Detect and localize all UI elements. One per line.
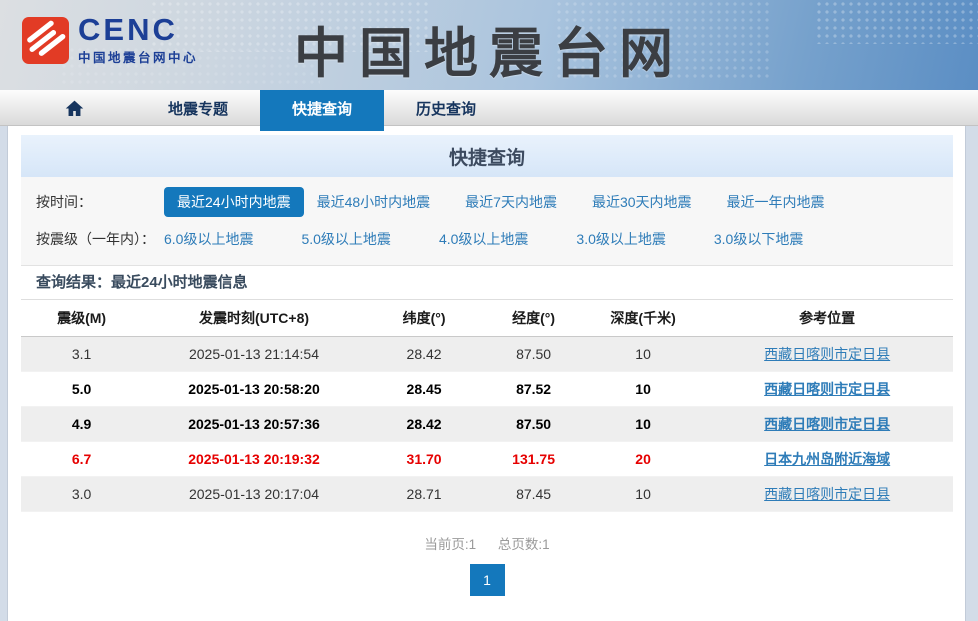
location-link[interactable]: 西藏日喀则市定日县: [764, 345, 891, 362]
cell-location: 西藏日喀则市定日县: [701, 371, 953, 407]
logo-acronym: CENC: [78, 12, 178, 47]
cell-magnitude: 5.0: [21, 371, 143, 407]
magnitude-filter-row: 按震级（一年内）： 6.0级以上地震 5.0级以上地震 4.0级以上地震 3.0…: [36, 220, 953, 257]
cell-depth: 10: [584, 371, 702, 407]
time-filter-label: 按时间：: [36, 193, 92, 210]
cenc-logo[interactable]: CENC 中国地震台网中心: [22, 12, 199, 66]
logo-org-name: 中国地震台网中心: [78, 51, 199, 65]
cell-depth: 10: [584, 406, 702, 442]
cell-location: 西藏日喀则市定日县: [701, 406, 953, 442]
column-header: 经度(°): [482, 300, 585, 337]
cell-longitude: 87.50: [482, 406, 585, 442]
cell-depth: 20: [584, 441, 702, 477]
magnitude-option[interactable]: 3.0级以下地震: [713, 230, 804, 247]
location-link[interactable]: 西藏日喀则市定日县: [764, 485, 891, 502]
total-pages-label: 总页数:1: [497, 536, 550, 552]
column-header: 纬度(°): [365, 300, 483, 337]
cell-time: 2025-01-13 20:19:32: [142, 441, 366, 477]
content-card: 快捷查询 按时间： 最近24小时内地震 最近48小时内地震 最近7天内地震 最近…: [7, 126, 966, 621]
nav-item[interactable]: 快捷查询: [260, 90, 384, 131]
table-row: 5.0 2025-01-13 20:58:20 28.45 87.52 10 西…: [21, 371, 953, 407]
cell-magnitude: 3.1: [21, 336, 143, 372]
cell-magnitude: 6.7: [21, 441, 143, 477]
magnitude-option[interactable]: 5.0级以上地震: [301, 230, 391, 247]
table-row: 6.7 2025-01-13 20:19:32 31.70 131.75 20 …: [21, 441, 953, 477]
location-link[interactable]: 西藏日喀则市定日县: [764, 415, 891, 432]
time-option[interactable]: 最近24小时内地震: [164, 186, 304, 217]
cell-longitude: 131.75: [482, 441, 585, 477]
column-header: 深度(千米): [584, 300, 702, 337]
cell-latitude: 28.45: [365, 371, 483, 407]
location-link[interactable]: 日本九州岛附近海域: [764, 450, 891, 467]
site-header: CENC 中国地震台网中心 中国地震台网: [0, 0, 978, 90]
page-title: 快捷查询: [21, 135, 953, 177]
table-header-row: 震级(M) 发震时刻(UTC+8) 纬度(°) 经度(°) 深度(千米) 参考位…: [21, 300, 953, 337]
cell-latitude: 28.71: [365, 476, 483, 512]
cell-magnitude: 3.0: [21, 476, 143, 512]
column-header: 震级(M): [21, 300, 143, 337]
filter-panel: 按时间： 最近24小时内地震 最近48小时内地震 最近7天内地震 最近30天内地…: [21, 177, 953, 266]
earthquake-table: 震级(M) 发震时刻(UTC+8) 纬度(°) 经度(°) 深度(千米) 参考位…: [21, 300, 953, 512]
main-nav: 地震专题 快捷查询 历史查询: [0, 90, 978, 131]
cell-time: 2025-01-13 21:14:54: [142, 336, 366, 372]
home-icon: [65, 100, 83, 116]
cell-location: 日本九州岛附近海域: [701, 441, 953, 477]
nav-item[interactable]: 地震专题: [167, 100, 228, 118]
nav-item[interactable]: 历史查询: [415, 100, 476, 118]
cell-time: 2025-01-13 20:17:04: [142, 476, 366, 512]
magnitude-filter-label: 按震级（一年内）：: [36, 230, 155, 247]
column-header: 参考位置: [701, 300, 953, 337]
time-options: 最近24小时内地震 最近48小时内地震 最近7天内地震 最近30天内地震 最近一…: [164, 186, 860, 217]
cell-longitude: 87.50: [482, 336, 585, 372]
time-option[interactable]: 最近48小时内地震: [316, 193, 431, 210]
seismic-waves-icon: [22, 17, 69, 64]
logo-text: CENC 中国地震台网中心: [78, 12, 199, 66]
cell-latitude: 28.42: [365, 406, 483, 442]
time-filter-row: 按时间： 最近24小时内地震 最近48小时内地震 最近7天内地震 最近30天内地…: [36, 183, 953, 220]
page-1-button[interactable]: 1: [469, 563, 505, 596]
magnitude-option[interactable]: 4.0级以上地震: [438, 230, 529, 247]
site-title: 中国地震台网: [294, 21, 684, 85]
cell-longitude: 87.45: [482, 476, 585, 512]
result-title: 查询结果：最近24小时地震信息: [21, 266, 953, 300]
column-header: 发震时刻(UTC+8): [142, 300, 366, 337]
cell-time: 2025-01-13 20:57:36: [142, 406, 366, 442]
location-link[interactable]: 西藏日喀则市定日县: [764, 380, 891, 397]
cell-magnitude: 4.9: [21, 406, 143, 442]
magnitude-option[interactable]: 3.0级以上地震: [576, 230, 666, 247]
cell-longitude: 87.52: [482, 371, 585, 407]
cell-latitude: 31.70: [365, 441, 483, 477]
table-row: 3.1 2025-01-13 21:14:54 28.42 87.50 10 西…: [21, 336, 953, 372]
cell-depth: 10: [584, 336, 702, 372]
time-option[interactable]: 最近30天内地震: [591, 193, 692, 210]
magnitude-options: 6.0级以上地震 5.0级以上地震 4.0级以上地震 3.0级以上地震 3.0级…: [164, 229, 851, 249]
current-page-label: 当前页:1: [424, 536, 477, 552]
cell-location: 西藏日喀则市定日县: [701, 336, 953, 372]
table-row: 3.0 2025-01-13 20:17:04 28.71 87.45 10 西…: [21, 476, 953, 512]
magnitude-option[interactable]: 6.0级以上地震: [164, 230, 254, 247]
dot-pattern: [815, 0, 978, 44]
cell-location: 西藏日喀则市定日县: [701, 476, 953, 512]
time-option[interactable]: 最近7天内地震: [465, 193, 557, 210]
cell-time: 2025-01-13 20:58:20: [142, 371, 366, 407]
pagination-info: 当前页:1 总页数:1: [21, 533, 953, 553]
table-row: 4.9 2025-01-13 20:57:36 28.42 87.50 10 西…: [21, 406, 953, 442]
time-option[interactable]: 最近一年内地震: [726, 193, 825, 210]
cell-latitude: 28.42: [365, 336, 483, 372]
nav-home[interactable]: [12, 90, 136, 126]
cell-depth: 10: [584, 476, 702, 512]
